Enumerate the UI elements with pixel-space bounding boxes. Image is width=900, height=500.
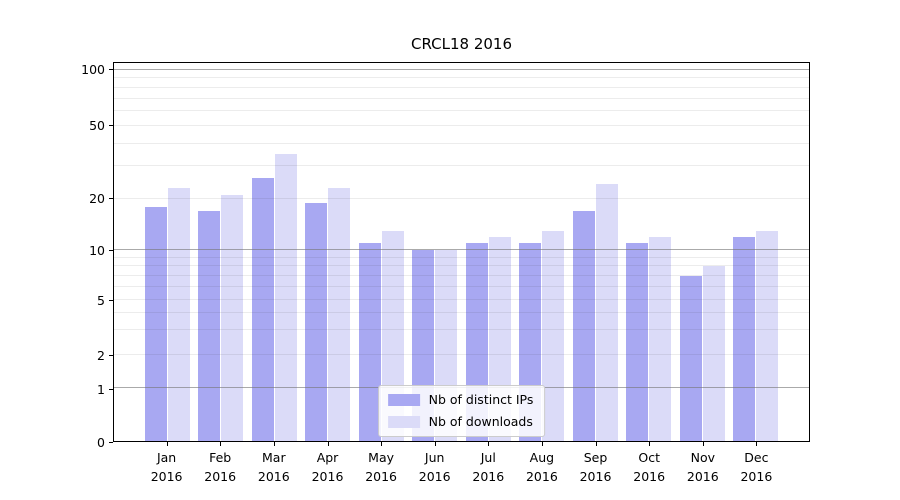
- bar-distinct-ips: [572, 210, 595, 441]
- bar-distinct-ips: [305, 202, 328, 441]
- x-tick-label-month: Mar: [262, 450, 286, 465]
- x-tick-label: Aug 2016: [510, 448, 574, 486]
- bar-distinct-ips: [358, 243, 381, 441]
- x-tick-label-month: May: [368, 450, 395, 465]
- x-tick-mark: [273, 442, 275, 446]
- bar-downloads: [274, 154, 297, 441]
- x-tick-label: Mar 2016: [242, 448, 306, 486]
- y-tick-mark: [109, 355, 113, 356]
- bar-distinct-ips: [733, 236, 755, 441]
- x-tick-label-month: Jul: [480, 450, 496, 465]
- x-tick-label-month: Sep: [583, 450, 608, 465]
- x-tick-label: Nov 2016: [671, 448, 735, 486]
- x-tick-label-year: 2016: [472, 469, 505, 484]
- bar-distinct-ips: [145, 206, 167, 441]
- plot-area: Nb of distinct IPs Nb of downloads: [113, 62, 810, 442]
- legend: Nb of distinct IPs Nb of downloads: [377, 385, 546, 437]
- x-tick-label-year: 2016: [686, 469, 719, 484]
- x-tick-label-month: Apr: [316, 450, 339, 465]
- y-tick-label: 50: [89, 117, 105, 133]
- bar-downloads: [168, 187, 190, 441]
- x-tick-mark: [595, 442, 597, 446]
- x-tick-label-month: Jan: [156, 450, 177, 465]
- legend-row: Nb of distinct IPs: [387, 392, 534, 407]
- x-tick-mark: [756, 442, 758, 446]
- x-tick-label: May 2016: [349, 448, 413, 486]
- x-tick-label-month: Feb: [209, 450, 232, 465]
- x-tick-label-year: 2016: [257, 469, 290, 484]
- y-tick-mark: [109, 300, 113, 301]
- y-tick-label: 5: [97, 292, 105, 308]
- bar-distinct-ips: [626, 243, 649, 441]
- legend-label: Nb of downloads: [428, 414, 533, 429]
- x-tick-mark: [702, 442, 704, 446]
- bar-downloads: [649, 236, 672, 441]
- bar-downloads: [702, 266, 725, 441]
- x-tick-mark: [166, 442, 168, 446]
- x-tick-label-year: 2016: [150, 469, 183, 484]
- y-tick-mark: [109, 198, 113, 199]
- y-tick-mark: [109, 125, 113, 126]
- x-tick-label-month: Dec: [744, 450, 769, 465]
- x-tick-label-year: 2016: [740, 469, 773, 484]
- x-tick-label-month: Nov: [690, 450, 715, 465]
- y-tick-label: 0: [97, 434, 105, 450]
- x-tick-mark: [649, 442, 651, 446]
- bar-distinct-ips: [679, 275, 702, 441]
- x-tick-label-year: 2016: [311, 469, 344, 484]
- y-tick-mark: [109, 250, 113, 251]
- legend-swatch: [387, 415, 420, 428]
- x-tick-label: Jun 2016: [403, 448, 467, 486]
- y-tick-label: 2: [97, 347, 105, 363]
- bar-downloads: [595, 184, 618, 441]
- x-tick-label-year: 2016: [525, 469, 558, 484]
- bar-distinct-ips: [251, 177, 274, 441]
- y-tick-mark: [109, 69, 113, 70]
- legend-swatch: [387, 393, 420, 406]
- legend-row: Nb of downloads: [387, 414, 534, 429]
- x-tick-label: Sep 2016: [564, 448, 628, 486]
- x-tick-mark: [220, 442, 222, 446]
- x-tick-label-month: Jun: [424, 450, 445, 465]
- y-tick-label: 100: [81, 61, 105, 77]
- x-tick-label-year: 2016: [365, 469, 397, 484]
- x-tick-label: Oct 2016: [617, 448, 681, 486]
- x-tick-label-year: 2016: [633, 469, 666, 484]
- bar-downloads: [542, 230, 565, 441]
- bar-downloads: [221, 194, 244, 441]
- x-tick-mark: [434, 442, 436, 446]
- y-tick-mark: [109, 442, 113, 443]
- x-tick-mark: [381, 442, 383, 446]
- x-tick-label-month: Aug: [529, 450, 555, 465]
- x-tick-label-month: Oct: [638, 450, 660, 465]
- x-tick-label: Jul 2016: [456, 448, 520, 486]
- x-tick-label: Apr 2016: [296, 448, 360, 486]
- chart-title: CRCL18 2016: [410, 35, 512, 53]
- x-tick-label-year: 2016: [579, 469, 612, 484]
- y-tick-mark: [109, 389, 113, 390]
- y-tick-label: 10: [89, 242, 105, 258]
- legend-label: Nb of distinct IPs: [428, 392, 534, 407]
- x-tick-label-year: 2016: [204, 469, 237, 484]
- bar-downloads: [328, 187, 351, 441]
- y-tick-label: 1: [97, 381, 105, 397]
- x-tick-label: Jan 2016: [135, 448, 199, 486]
- bar-downloads: [756, 230, 778, 441]
- bar-distinct-ips: [198, 210, 221, 441]
- x-tick-label: Feb 2016: [188, 448, 252, 486]
- x-tick-label: Dec 2016: [724, 448, 788, 486]
- y-tick-label: 20: [89, 191, 105, 206]
- x-tick-mark: [541, 442, 543, 446]
- x-tick-label-year: 2016: [418, 469, 451, 484]
- x-tick-mark: [327, 442, 329, 446]
- x-tick-mark: [488, 442, 490, 446]
